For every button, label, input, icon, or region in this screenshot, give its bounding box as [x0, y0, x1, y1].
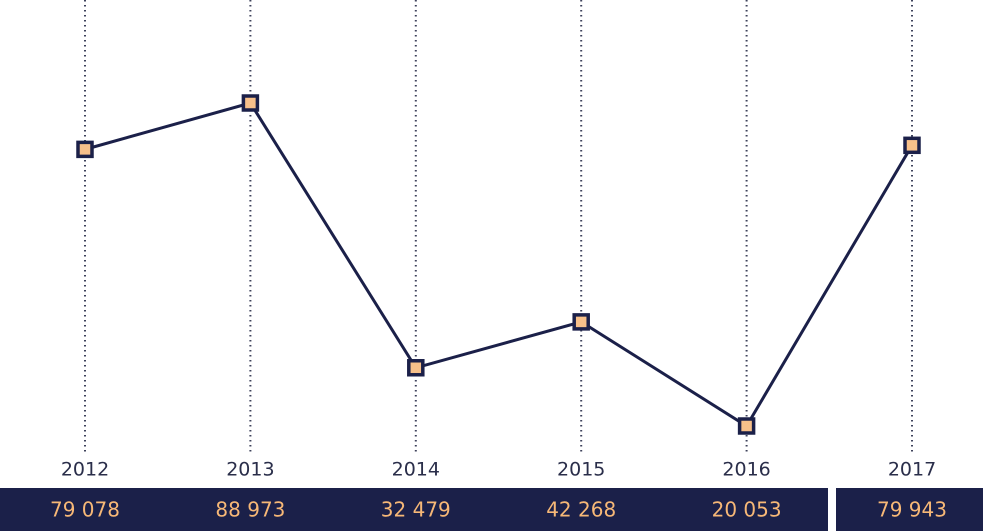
- value-label: 20 053: [712, 498, 782, 522]
- x-tick-label: 2015: [557, 459, 605, 481]
- marker: [737, 417, 756, 435]
- line: [84, 101, 914, 429]
- x-tick-label: 2012: [61, 459, 109, 481]
- value-band: [0, 488, 828, 531]
- value-label: 79 943: [877, 498, 947, 522]
- x-tick-label: 2017: [888, 459, 936, 481]
- x-tick-label: 2016: [722, 459, 770, 481]
- value-label: 79 078: [50, 498, 120, 522]
- value-label: 32 479: [381, 498, 451, 522]
- value-band: [836, 488, 983, 531]
- x-tick-label: 2014: [392, 459, 440, 481]
- value-label: 88 973: [215, 498, 285, 522]
- marker: [903, 136, 921, 155]
- x-tick-label: 2013: [226, 459, 274, 481]
- value-label: 42 268: [546, 498, 616, 522]
- marker: [76, 140, 94, 159]
- marker: [407, 359, 425, 377]
- marker: [241, 94, 260, 112]
- marker: [572, 313, 590, 331]
